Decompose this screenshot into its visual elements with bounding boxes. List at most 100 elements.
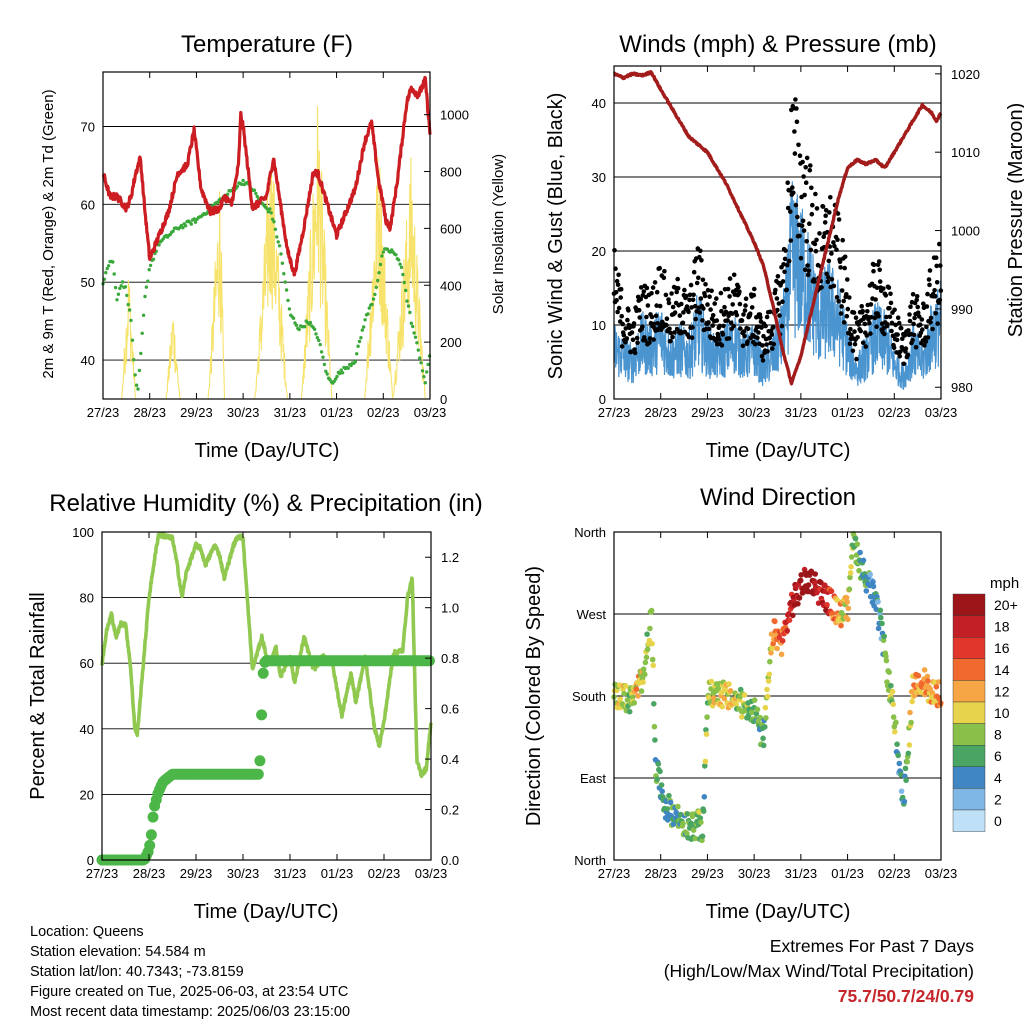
y-tick-label: North (574, 853, 606, 868)
gust-point (614, 278, 620, 284)
gust-point (764, 314, 770, 320)
direction-point (703, 727, 709, 733)
gust-point (667, 326, 672, 332)
gust-point (705, 302, 710, 307)
direction-point (741, 692, 748, 698)
dewpoint-point (151, 257, 156, 261)
direction-point (893, 719, 899, 726)
y2-tick-label: 0 (440, 392, 447, 407)
gust-point (868, 331, 873, 336)
humidity-precip-panel: Relative Humidity (%) & Precipitation (i… (27, 490, 483, 923)
gust-point (814, 206, 820, 211)
gust-point (663, 292, 669, 298)
gust-point (758, 315, 763, 320)
gust-point (619, 344, 625, 349)
gust-point (800, 159, 805, 165)
gust-point (813, 248, 819, 254)
gust-point (842, 265, 847, 271)
gust-point (786, 258, 792, 264)
gust-point (657, 265, 662, 271)
gust-point (686, 309, 691, 315)
gust-point (719, 343, 725, 348)
gust-point (891, 345, 897, 351)
direction-point (617, 696, 623, 702)
gust-point (794, 119, 800, 125)
y-tick-label: 0 (599, 392, 606, 407)
gust-point (867, 320, 872, 326)
direction-point (895, 752, 901, 759)
direction-xlabel: Time (Day/UTC) (706, 901, 851, 923)
gust-point (900, 336, 905, 342)
dewpoint-point (408, 310, 412, 315)
x-tick-label: 31/23 (274, 866, 307, 881)
station-info: Location: Queens Station elevation: 54.5… (30, 922, 350, 1022)
dewpoint-point (240, 182, 244, 187)
precip-point (423, 655, 435, 667)
dewpoint-point (335, 374, 339, 379)
rh-xlabel: Time (Day/UTC) (194, 901, 339, 923)
gust-point (934, 280, 940, 285)
precip-point (147, 811, 159, 823)
direction-point (651, 723, 658, 730)
created-text: Figure created on Tue, 2025-06-03, at 23… (30, 984, 349, 1000)
gust-point (645, 303, 651, 308)
direction-point (824, 602, 830, 608)
colorbar-label: 16 (994, 640, 1010, 656)
gust-point (697, 310, 703, 315)
gust-point (835, 211, 841, 216)
direction-point (649, 656, 656, 663)
colorbar-label: 4 (994, 770, 1002, 786)
dewpoint-point (349, 363, 353, 368)
gust-point (691, 292, 696, 298)
direction-point (878, 614, 884, 621)
dewpoint-point (133, 373, 137, 377)
dewpoint-point (416, 348, 420, 352)
gust-point (831, 240, 836, 245)
direction-point (768, 631, 775, 637)
direction-point (908, 719, 914, 726)
direction-point (856, 567, 862, 574)
direction-point (659, 788, 665, 795)
gust-point (799, 223, 805, 228)
gust-point (698, 296, 704, 301)
gust-point (631, 321, 637, 326)
gust-point (868, 302, 874, 307)
gust-point (687, 292, 693, 298)
gust-point (681, 310, 686, 315)
gust-point (771, 324, 776, 330)
dewpoint-point (411, 324, 415, 329)
rh-ylabel: Percent & Total Rainfall (27, 592, 49, 800)
y-tick-label: 30 (592, 170, 606, 185)
dewpoint-point (308, 320, 313, 325)
gust-point (905, 352, 911, 358)
gust-point (672, 330, 677, 335)
direction-point (867, 571, 873, 578)
gust-point (859, 304, 864, 309)
direction-point (701, 794, 708, 800)
colorbar-swatch (952, 766, 986, 789)
gust-point (933, 311, 938, 316)
direction-point (644, 646, 651, 653)
direction-point (805, 582, 812, 588)
direction-point (848, 554, 855, 560)
direction-point (889, 688, 896, 695)
dewpoint-point (338, 371, 342, 376)
dewpoint-point (415, 341, 419, 345)
gust-point (751, 292, 757, 298)
winds-y2label: Station Pressure (Maroon) (1005, 103, 1024, 338)
gust-point (745, 339, 750, 344)
gust-point (661, 275, 667, 281)
direction-point (654, 776, 660, 782)
y-tick-label: West (577, 607, 607, 622)
gust-point (862, 321, 868, 327)
y-tick-label: 40 (80, 722, 94, 737)
direction-point (829, 610, 836, 617)
direction-point (658, 782, 665, 788)
gust-point (763, 323, 768, 329)
gust-point (717, 337, 722, 342)
gust-point (848, 326, 853, 332)
direction-point (903, 777, 909, 784)
gust-point (771, 341, 777, 347)
gust-point (649, 314, 655, 320)
gust-point (851, 310, 857, 315)
